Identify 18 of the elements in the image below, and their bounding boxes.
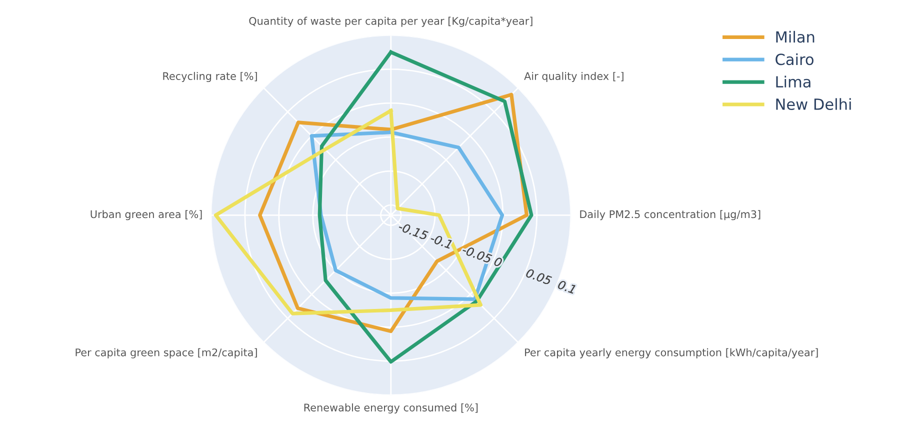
spoke-label: Daily PM2.5 concentration [µg/m3] [580, 210, 760, 220]
spoke-label: Quantity of waste per capita per year [Kg/capita*year] [249, 16, 532, 27]
y-tick-label: 0.1 [557, 280, 576, 294]
spoke-label: Per capita yearly energy consumption [kWh/capita/year] [525, 348, 818, 358]
y-tick-label: -0.05 [462, 245, 492, 264]
spoke-label: Recycling rate [%] [163, 72, 257, 82]
legend-label: New Delhi [776, 98, 851, 110]
spoke-label: Renewable energy consumed [%] [304, 403, 478, 414]
y-tick-label: 0.05 [526, 268, 552, 286]
spoke-label: Urban green area [%] [90, 210, 202, 220]
spoke-label: Per capita green space [m2/capita] [76, 348, 257, 358]
spoke-label: Air quality index [-] [524, 72, 624, 82]
y-tick-label: 0 [494, 256, 503, 268]
y-tick-label: -0.15 [398, 222, 428, 240]
legend-label: Cairo [776, 53, 814, 66]
legend-label: Lima [776, 76, 810, 88]
legend-label: Milan [776, 30, 814, 43]
y-tick-label: -0.1 [430, 233, 452, 249]
